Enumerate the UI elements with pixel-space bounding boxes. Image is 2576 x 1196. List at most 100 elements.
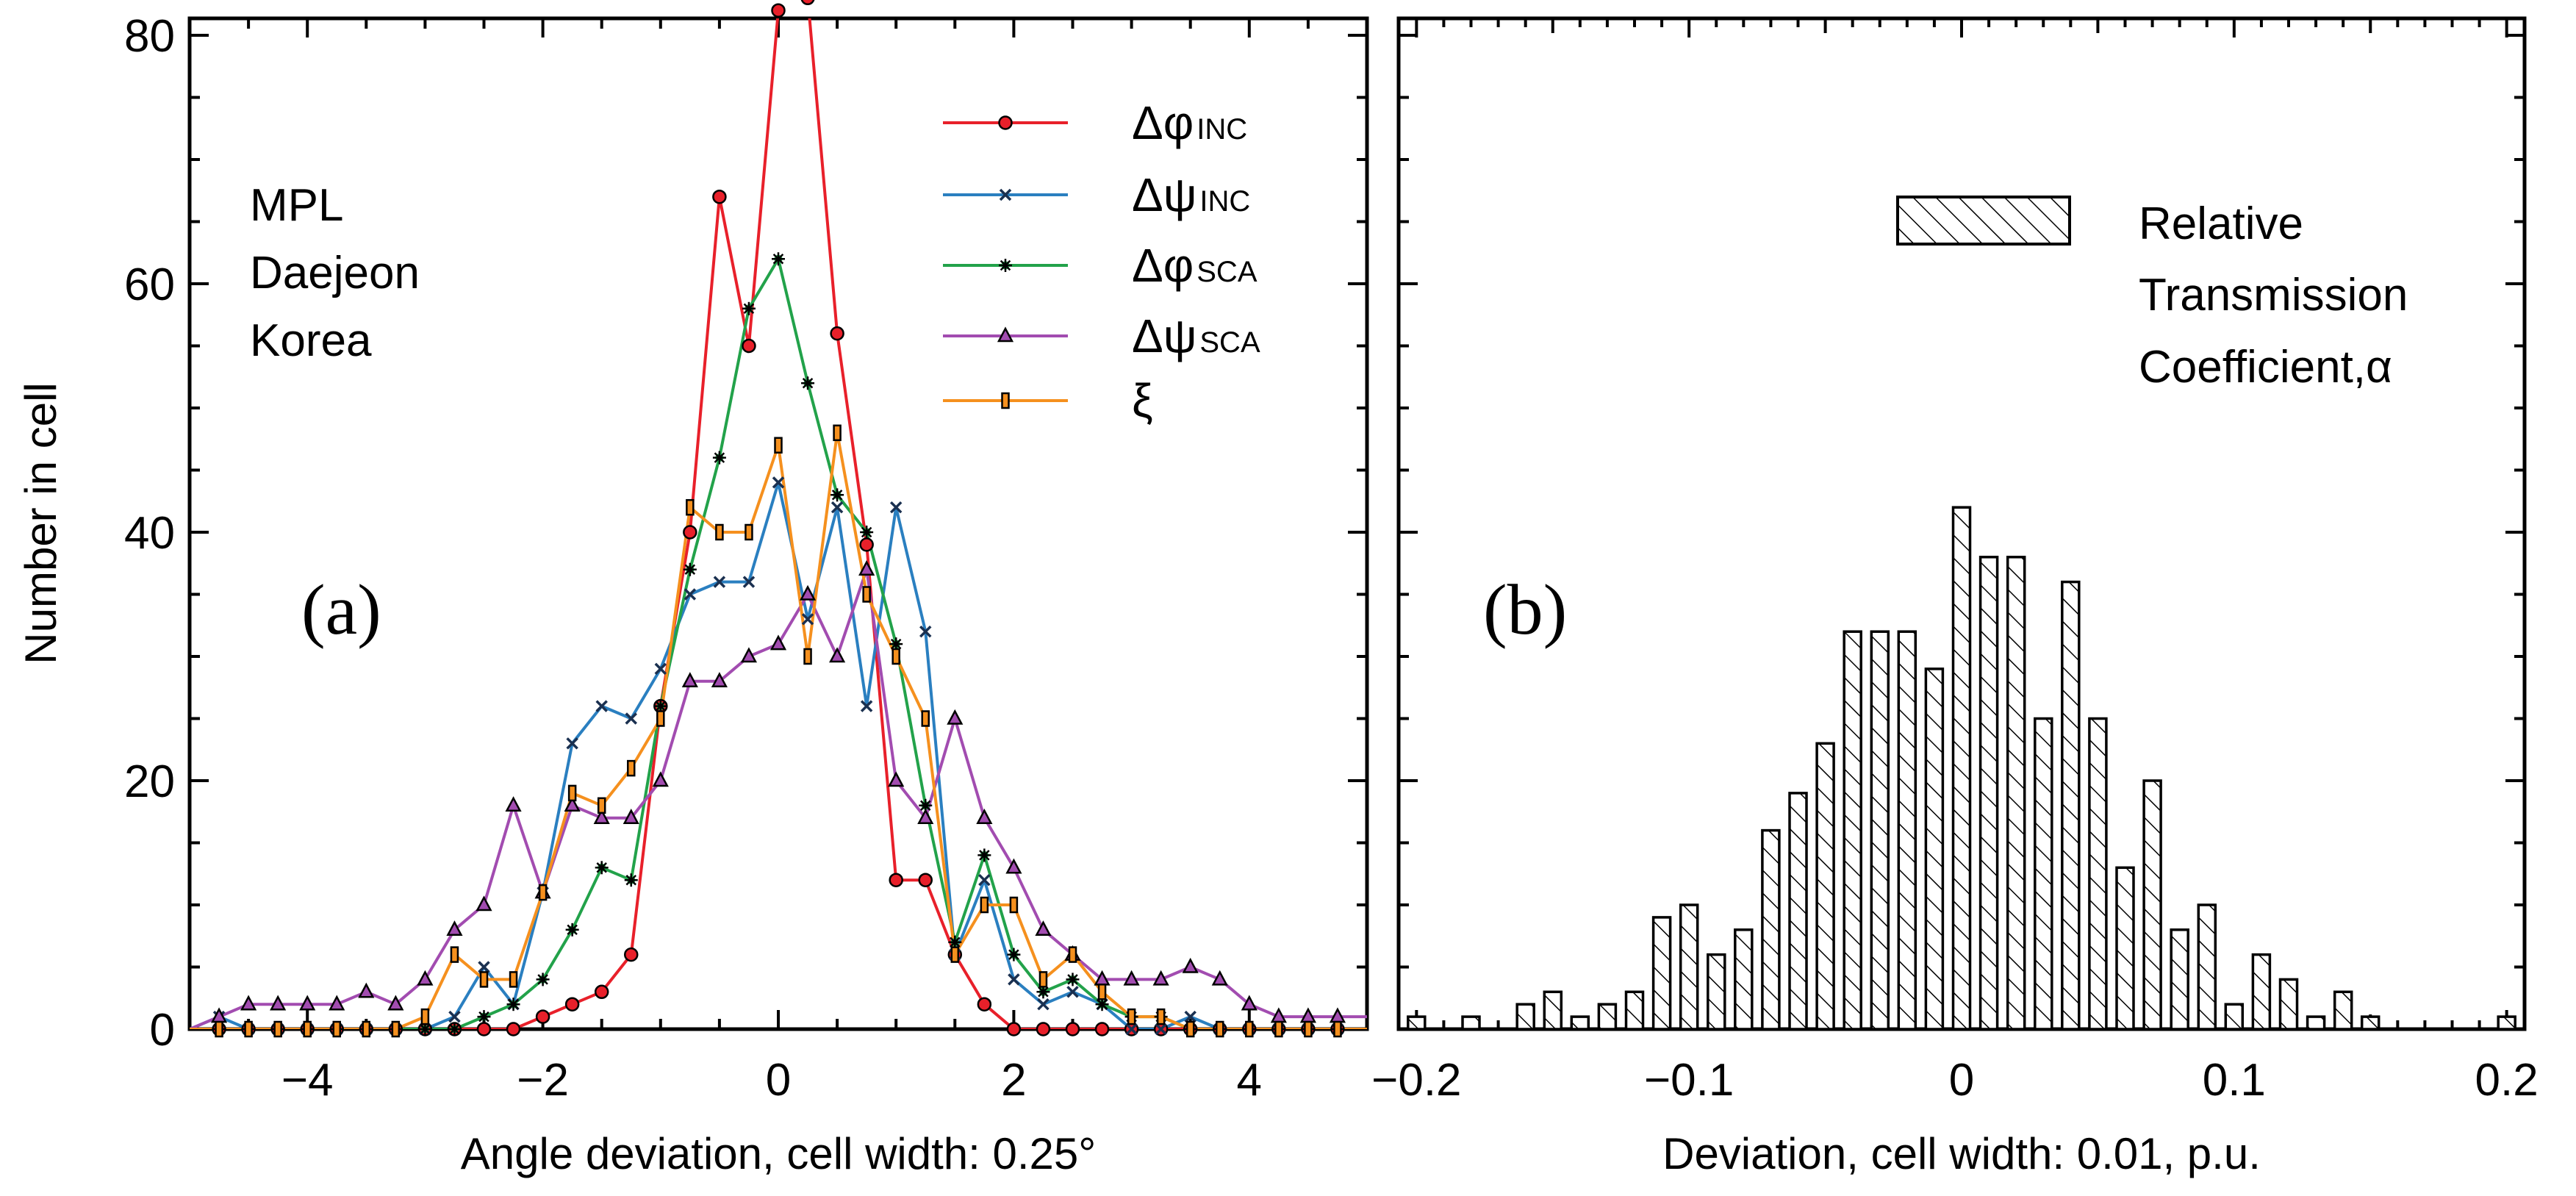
legend-label: ξ — [1132, 374, 1153, 427]
data-point — [329, 995, 345, 1011]
data-point — [420, 1008, 430, 1025]
data-point — [999, 188, 1012, 201]
panel-b-x-tick-labels: −0.2 −0.1 0 0.1 0.2 — [1371, 1055, 2539, 1106]
bar — [2497, 1015, 2516, 1031]
data-point — [656, 710, 665, 727]
data-point — [1182, 957, 1199, 973]
location-text: MPL Daejeon Korea — [250, 180, 420, 366]
data-point — [918, 873, 933, 887]
data-point — [538, 884, 548, 901]
y-tick-label: 40 — [124, 508, 175, 559]
data-point — [858, 560, 875, 576]
data-point — [976, 809, 993, 824]
data-point — [684, 588, 697, 601]
panel-b-bars — [1407, 506, 2516, 1031]
y-tick-label: 80 — [124, 11, 175, 62]
data-point — [1094, 1022, 1110, 1036]
data-point — [593, 809, 610, 824]
data-point — [1035, 920, 1052, 937]
data-point — [595, 700, 608, 712]
x-tick-label: −4 — [281, 1055, 334, 1106]
data-point — [772, 476, 785, 489]
data-point — [358, 982, 375, 998]
series-line — [190, 431, 1367, 1029]
data-point — [418, 1023, 432, 1036]
y-tick-label: 20 — [124, 756, 175, 807]
data-point — [803, 648, 812, 665]
data-point — [1007, 948, 1021, 962]
data-point — [1245, 1020, 1254, 1038]
data-point — [889, 873, 903, 887]
data-point — [769, 634, 787, 651]
data-point — [623, 809, 639, 824]
data-point — [417, 970, 434, 986]
data-point — [859, 537, 874, 552]
data-point — [830, 501, 844, 514]
bar — [1951, 506, 1972, 1031]
bar — [1870, 630, 1890, 1031]
data-point — [980, 896, 989, 914]
series-line — [190, 18, 1367, 1029]
data-point — [947, 709, 964, 725]
data-point — [536, 973, 550, 986]
legend-line-3: Coefficient,α — [2139, 342, 2392, 393]
bar — [2333, 990, 2353, 1031]
data-point — [742, 576, 756, 588]
data-point — [712, 189, 727, 204]
data-point — [799, 584, 817, 601]
data-point — [625, 712, 637, 725]
bar — [2170, 928, 2189, 1031]
data-point — [830, 488, 844, 502]
data-point — [686, 498, 695, 516]
data-point — [921, 710, 930, 727]
data-point — [860, 526, 874, 539]
data-point — [1304, 1020, 1313, 1038]
bar — [1924, 667, 1945, 1031]
data-point — [1008, 973, 1020, 986]
bar — [1651, 916, 1672, 1031]
data-point — [917, 809, 934, 824]
data-point — [681, 672, 698, 688]
series-line — [190, 481, 1367, 1029]
data-point — [1216, 1020, 1224, 1038]
bar — [1843, 630, 1862, 1031]
data-point — [566, 737, 578, 750]
bar — [1734, 928, 1754, 1031]
data-point — [742, 338, 756, 354]
data-point — [1184, 1010, 1196, 1023]
data-point — [595, 861, 609, 875]
data-point — [742, 301, 756, 315]
data-point — [448, 1023, 462, 1036]
data-point — [771, 3, 786, 18]
data-point — [978, 873, 991, 887]
location-line-1: MPL — [250, 180, 343, 231]
data-point — [627, 759, 636, 777]
bar — [1788, 792, 1808, 1031]
data-point — [594, 984, 609, 1000]
data-point — [862, 586, 871, 603]
data-point — [332, 1020, 341, 1038]
data-point — [1097, 984, 1107, 1000]
data-point — [273, 1020, 282, 1038]
data-point — [1125, 1023, 1138, 1036]
data-point — [801, 613, 814, 626]
data-point — [1127, 1008, 1136, 1025]
location-line-2: Daejeon — [250, 248, 420, 298]
data-point — [1065, 1022, 1080, 1036]
bar — [1707, 953, 1726, 1031]
data-point — [446, 920, 463, 937]
data-point — [829, 647, 846, 663]
data-point — [478, 961, 490, 973]
data-point — [1001, 392, 1010, 409]
bar — [1597, 1003, 1618, 1031]
legend-label: Δφ INC — [1132, 96, 1247, 149]
data-point — [1333, 1020, 1342, 1038]
data-point — [565, 923, 579, 937]
x-tick-label: 2 — [1001, 1055, 1026, 1106]
data-point — [567, 784, 577, 802]
data-point — [772, 252, 785, 266]
bar — [1543, 990, 1563, 1031]
data-point — [1066, 973, 1080, 986]
data-point — [1068, 946, 1077, 963]
legend-line-1: Relative — [2139, 198, 2303, 249]
